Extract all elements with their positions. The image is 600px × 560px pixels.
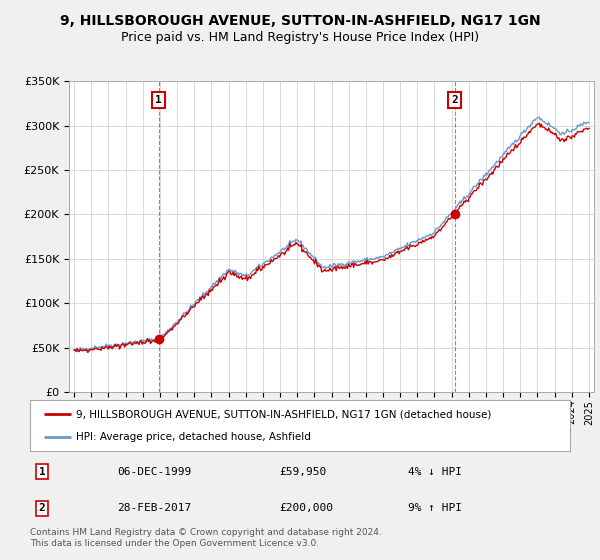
Text: 1: 1 [38, 467, 46, 477]
Text: 9% ↑ HPI: 9% ↑ HPI [408, 503, 462, 513]
Text: £200,000: £200,000 [279, 503, 333, 513]
Text: 4% ↓ HPI: 4% ↓ HPI [408, 467, 462, 477]
Text: HPI: Average price, detached house, Ashfield: HPI: Average price, detached house, Ashf… [76, 432, 311, 442]
Text: 2: 2 [38, 503, 46, 513]
Text: 1: 1 [155, 95, 162, 105]
Text: 06-DEC-1999: 06-DEC-1999 [117, 467, 191, 477]
Text: 2: 2 [451, 95, 458, 105]
Text: 9, HILLSBOROUGH AVENUE, SUTTON-IN-ASHFIELD, NG17 1GN: 9, HILLSBOROUGH AVENUE, SUTTON-IN-ASHFIE… [59, 14, 541, 28]
Text: 9, HILLSBOROUGH AVENUE, SUTTON-IN-ASHFIELD, NG17 1GN (detached house): 9, HILLSBOROUGH AVENUE, SUTTON-IN-ASHFIE… [76, 409, 491, 419]
Text: Contains HM Land Registry data © Crown copyright and database right 2024.
This d: Contains HM Land Registry data © Crown c… [30, 528, 382, 548]
Text: Price paid vs. HM Land Registry's House Price Index (HPI): Price paid vs. HM Land Registry's House … [121, 31, 479, 44]
Text: £59,950: £59,950 [279, 467, 326, 477]
Text: 28-FEB-2017: 28-FEB-2017 [117, 503, 191, 513]
